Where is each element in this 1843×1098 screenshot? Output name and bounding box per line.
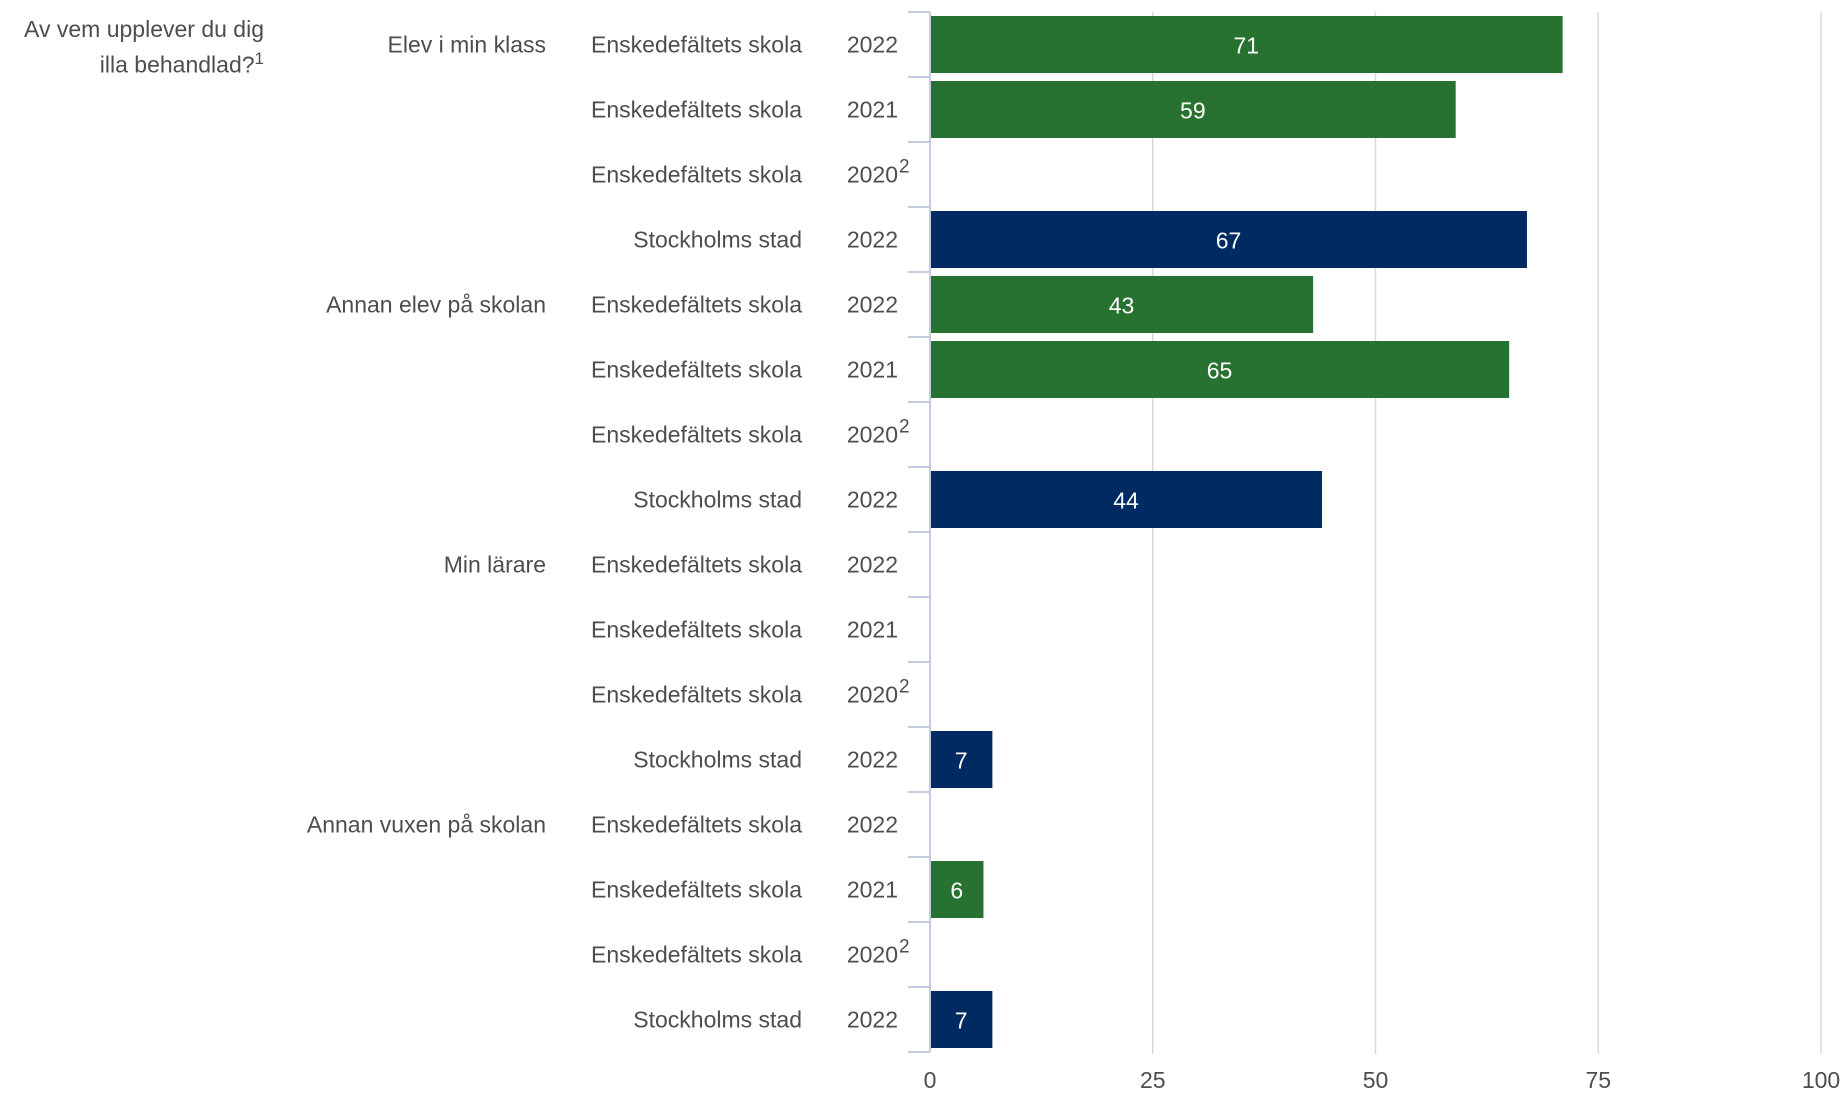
x-tick-label: 0 — [924, 1067, 937, 1093]
group-label: Min lärare — [444, 552, 546, 578]
question-title: Av vem upplever du dig illa behandlad?1 — [14, 14, 264, 80]
x-axis: 0 25 50 75 100 — [924, 1067, 1841, 1093]
year-label: 2020 — [847, 682, 898, 708]
bar-value-label: 59 — [1180, 98, 1206, 124]
bar-value-label: 67 — [1216, 228, 1242, 254]
group-label: Elev i min klass — [388, 32, 546, 58]
unit-label: Enskedefältets skola — [591, 682, 802, 708]
x-tick-label: 25 — [1140, 1067, 1166, 1093]
unit-label: Enskedefältets skola — [591, 812, 802, 838]
year-label: 2022 — [847, 227, 898, 253]
year-footnote: 2 — [899, 677, 910, 698]
bar — [931, 471, 1323, 528]
bar-value-label: 43 — [1109, 293, 1135, 319]
bar-value-label: 44 — [1113, 488, 1139, 514]
unit-label: Enskedefältets skola — [591, 32, 802, 58]
bar-value-label: 7 — [955, 1008, 968, 1034]
year-label: 2022 — [847, 292, 898, 318]
bar — [931, 81, 1456, 138]
bar — [931, 16, 1563, 73]
x-tick-label: 100 — [1802, 1067, 1840, 1093]
year-label: 2022 — [847, 32, 898, 58]
unit-label: Stockholms stad — [633, 1007, 802, 1033]
bar — [931, 211, 1527, 268]
bar-value-label: 6 — [950, 878, 963, 904]
bar-value-label: 65 — [1207, 358, 1233, 384]
question-text: Av vem upplever du dig illa behandlad? — [24, 16, 264, 78]
bar-value-label: 71 — [1234, 33, 1260, 59]
y-axis — [908, 11, 931, 1053]
bar — [931, 731, 993, 788]
unit-label: Enskedefältets skola — [591, 942, 802, 968]
unit-label: Enskedefältets skola — [591, 357, 802, 383]
year-label: 2021 — [847, 617, 898, 643]
unit-label: Stockholms stad — [633, 227, 802, 253]
gridlines — [1152, 12, 1822, 1054]
question-footnote: 1 — [254, 49, 264, 68]
unit-label: Enskedefältets skola — [591, 97, 802, 123]
year-footnote: 2 — [899, 417, 910, 438]
unit-label: Enskedefältets skola — [591, 292, 802, 318]
unit-label: Stockholms stad — [633, 487, 802, 513]
group-label: Annan vuxen på skolan — [307, 812, 546, 838]
year-label: 2022 — [847, 812, 898, 838]
unit-label: Enskedefältets skola — [591, 552, 802, 578]
unit-label: Enskedefältets skola — [591, 422, 802, 448]
year-label: 2020 — [847, 162, 898, 188]
unit-label: Enskedefältets skola — [591, 617, 802, 643]
year-footnote: 2 — [899, 937, 910, 958]
bar — [931, 991, 993, 1048]
group-label: Annan elev på skolan — [326, 292, 546, 318]
year-label: 2020 — [847, 422, 898, 448]
year-footnote: 2 — [899, 157, 910, 178]
bar — [931, 861, 984, 918]
year-label: 2021 — [847, 877, 898, 903]
bar-value-label: 7 — [955, 748, 968, 774]
bar — [931, 341, 1510, 398]
x-tick-label: 50 — [1363, 1067, 1389, 1093]
unit-label: Enskedefältets skola — [591, 162, 802, 188]
unit-label: Enskedefältets skola — [591, 877, 802, 903]
year-label: 2022 — [847, 1007, 898, 1033]
year-label: 2021 — [847, 357, 898, 383]
x-tick-label: 75 — [1585, 1067, 1611, 1093]
unit-label: Stockholms stad — [633, 747, 802, 773]
year-label: 2020 — [847, 942, 898, 968]
bar — [931, 276, 1314, 333]
year-label: 2022 — [847, 487, 898, 513]
row-labels: 2022 Enskedefältets skola Elev i min klass… — [307, 32, 910, 1033]
year-label: 2021 — [847, 97, 898, 123]
year-label: 2022 — [847, 552, 898, 578]
year-label: 2022 — [847, 747, 898, 773]
